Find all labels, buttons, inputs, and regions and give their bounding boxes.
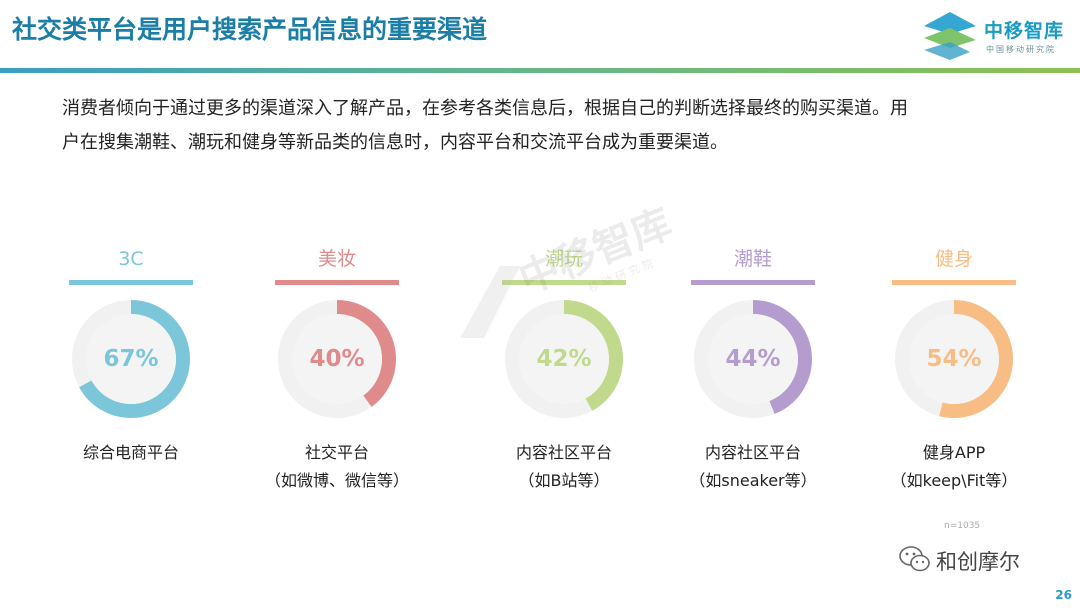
donut-charts: 3C 67% 综合电商平台 美妆 40% 社交平台 （如微博、微信等） 潮玩 42% 内容社区平台…: [0, 236, 1080, 516]
donut-slice: [694, 300, 812, 418]
donut-slice: [72, 300, 190, 418]
category-header: 美妆: [275, 244, 399, 285]
donut-hole: [909, 314, 999, 404]
platform-name: 综合电商平台: [82, 443, 179, 462]
category-label: 潮鞋: [733, 248, 772, 270]
platform-name: 健身APP: [922, 443, 986, 462]
category-underline: [892, 280, 1016, 285]
donut-svg: [895, 300, 1013, 418]
platform-name: 内容社区平台: [704, 443, 801, 462]
intro-line-2: 户在搜集潮鞋、潮玩和健身等新品类的信息时，内容平台和交流平台成为重要渠道。: [62, 132, 728, 153]
sample-size-note: n=1035: [944, 521, 981, 531]
platform-example: （如微博、微信等）: [264, 471, 409, 490]
category-underline: [69, 280, 193, 285]
percent-label: 54%: [926, 346, 982, 372]
category-header: 潮鞋: [691, 244, 815, 285]
platform-label: 健身APP （如keep\Fit等）: [854, 439, 1054, 495]
donut-slice: [278, 300, 396, 418]
category-underline: [691, 280, 815, 285]
category-label: 美妆: [317, 248, 356, 270]
platform-label: 内容社区平台 （如B站等）: [464, 439, 664, 495]
donut-svg: [505, 300, 623, 418]
category-underline: [275, 280, 399, 285]
wechat-icon: [899, 546, 930, 572]
category-label: 健身: [934, 248, 973, 270]
donut-hole: [708, 314, 798, 404]
platform-name: 社交平台: [304, 443, 369, 462]
percent-label: 42%: [536, 346, 592, 372]
platform-name: 内容社区平台: [515, 443, 612, 462]
donut-chart: 54%: [893, 298, 1015, 420]
donut-hole: [292, 314, 382, 404]
donut-svg: [72, 300, 190, 418]
donut-hole: [519, 314, 609, 404]
percent-label: 44%: [725, 346, 781, 372]
logo-mark-icon: [924, 12, 976, 60]
logo-subtitle: 中国移动研究院: [986, 45, 1056, 54]
percent-label: 67%: [103, 346, 159, 372]
platform-label: 综合电商平台: [31, 439, 231, 467]
platform-example: （如B站等）: [518, 471, 610, 490]
donut-chart: 67%: [70, 298, 192, 420]
header-divider: [0, 68, 1080, 73]
donut-slice: [895, 300, 1013, 418]
logo: 中移智库 中国移动研究院: [918, 6, 1078, 64]
header: 社交类平台是用户搜索产品信息的重要渠道 中移智库 中国移动研究院: [0, 0, 1080, 74]
donut-chart: 42%: [503, 298, 625, 420]
platform-label: 内容社区平台 （如sneaker等）: [653, 439, 853, 495]
page-number: 26: [1055, 588, 1072, 602]
donut-svg: [694, 300, 812, 418]
donut-chart: 40%: [276, 298, 398, 420]
intro-text: 消费者倾向于通过更多的渠道深入了解产品，在参考各类信息后，根据自己的判断选择最终…: [62, 92, 1042, 160]
category-header: 3C: [69, 244, 193, 285]
logo-name: 中移智库: [984, 20, 1065, 42]
percent-label: 40%: [309, 346, 365, 372]
donut-svg: [278, 300, 396, 418]
donut-slice: [505, 300, 623, 418]
wechat-account: 和创摩尔: [898, 544, 1058, 580]
intro-line-1: 消费者倾向于通过更多的渠道深入了解产品，在参考各类信息后，根据自己的判断选择最终…: [62, 98, 908, 119]
page-title: 社交类平台是用户搜索产品信息的重要渠道: [12, 15, 488, 44]
category-label: 3C: [118, 248, 144, 270]
wechat-name: 和创摩尔: [936, 550, 1020, 574]
category-header: 潮玩: [502, 244, 626, 285]
category-underline: [502, 280, 626, 285]
category-label: 潮玩: [544, 248, 583, 270]
platform-label: 社交平台 （如微博、微信等）: [237, 439, 437, 495]
donut-chart: 44%: [692, 298, 814, 420]
platform-example: （如sneaker等）: [689, 471, 817, 490]
platform-example: （如keep\Fit等）: [890, 471, 1018, 490]
category-header: 健身: [892, 244, 1016, 285]
donut-hole: [86, 314, 176, 404]
